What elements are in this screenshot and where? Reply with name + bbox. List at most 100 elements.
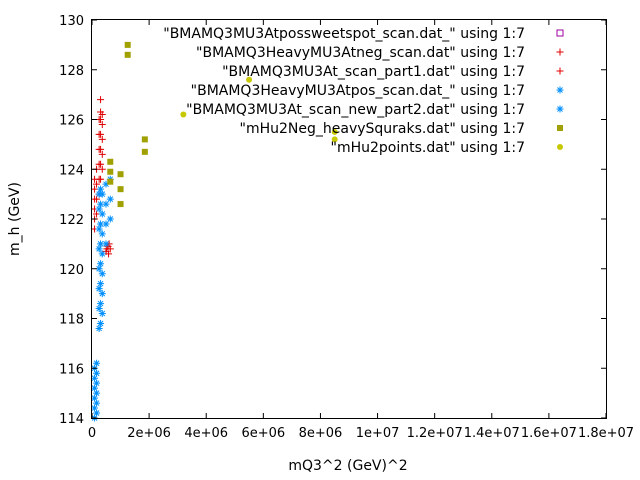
data-point-series-5 — [117, 171, 124, 178]
data-point-series-3 — [95, 225, 103, 233]
data-point-series-1 — [97, 145, 105, 153]
legend-label: "mHu2Neg_heavySquraks.dat" using 1:7 — [240, 121, 525, 137]
data-point-series-3 — [93, 379, 101, 387]
data-point-series-3 — [97, 300, 105, 308]
data-point-series-1 — [93, 195, 101, 203]
data-point-series-3 — [102, 240, 110, 248]
data-point-series-3 — [98, 230, 106, 238]
data-point-series-6 — [331, 136, 338, 143]
data-point-series-3 — [91, 394, 99, 402]
data-point-series-3 — [95, 265, 103, 273]
x-tick-label: 2e+06 — [127, 426, 171, 441]
data-point-series-5 — [124, 41, 131, 48]
data-point-series-3 — [95, 245, 103, 253]
data-point-series-3 — [98, 290, 106, 298]
data-point-series-2 — [105, 250, 113, 258]
data-point-series-2 — [106, 245, 114, 253]
data-point-series-3 — [93, 399, 101, 407]
legend-label: "BMAMQ3MU3At_scan_new_part2.dat" using 1… — [186, 102, 525, 118]
x-tick-label: 6e+06 — [241, 426, 285, 441]
data-point-series-3 — [95, 305, 103, 313]
legend-label: "BMAMQ3HeavyMU3Atpos_scan.dat_" using 1:… — [191, 83, 525, 99]
data-point-series-3 — [97, 185, 105, 193]
data-point-series-1 — [98, 120, 106, 128]
y-tick-label: 122 — [59, 213, 84, 228]
data-point-series-3 — [93, 359, 101, 367]
plot-marks — [91, 41, 338, 422]
data-point-series-3 — [98, 310, 106, 318]
legend-marker — [556, 86, 564, 94]
data-point-series-3 — [95, 324, 103, 332]
data-point-series-5 — [141, 148, 148, 155]
data-point-series-3 — [102, 220, 110, 228]
legend-marker — [556, 48, 564, 56]
data-point-series-1 — [97, 96, 105, 104]
y-tick-label: 114 — [59, 412, 84, 427]
data-point-series-1 — [98, 135, 106, 143]
data-point-series-1 — [93, 180, 101, 188]
data-point-series-3 — [97, 260, 105, 268]
data-point-series-3 — [95, 285, 103, 293]
legend-label: "mHu2points.dat" using 1:7 — [331, 140, 525, 156]
plot-frame — [91, 19, 607, 419]
data-point-series-3 — [97, 280, 105, 288]
data-point-series-3 — [102, 180, 110, 188]
y-tick-label: 124 — [59, 163, 84, 178]
data-point-series-1 — [97, 175, 105, 183]
legend-marker — [556, 29, 564, 37]
y-tick-label: 130 — [59, 14, 84, 29]
x-tick-label: 1.4e+07 — [464, 426, 520, 441]
legend: "BMAMQ3MU3Atpossweetspot_scan.dat_" usin… — [163, 26, 564, 156]
y-tick-label: 128 — [59, 64, 84, 79]
data-point-series-3 — [106, 215, 114, 223]
data-point-series-5 — [107, 158, 114, 165]
data-point-series-5 — [117, 201, 124, 208]
data-point-series-1 — [97, 160, 105, 168]
x-axis-label: mQ3^2 (GeV)^2 — [288, 458, 407, 474]
x-tick-label: 1.2e+07 — [407, 426, 463, 441]
y-tick-label: 126 — [59, 114, 84, 129]
legend-marker — [557, 125, 563, 131]
data-point-series-3 — [91, 404, 99, 412]
legend-label: "BMAMQ3MU3Atpossweetspot_scan.dat_" usin… — [163, 26, 525, 42]
data-point-series-1 — [98, 165, 106, 173]
data-point-series-3 — [97, 200, 105, 208]
data-point-series-1 — [97, 130, 105, 138]
data-point-series-1 — [98, 111, 106, 119]
x-tick-label: 0 — [88, 426, 96, 441]
data-point-series-5 — [107, 168, 114, 175]
legend-marker — [557, 144, 563, 150]
x-tick-label: 8e+06 — [299, 426, 343, 441]
data-point-series-3 — [106, 195, 114, 203]
data-point-series-5 — [117, 186, 124, 193]
legend-label: "BMAMQ3MU3At_scan_part1.dat" using 1:7 — [222, 64, 525, 80]
data-point-series-3 — [98, 210, 106, 218]
data-point-series-5 — [107, 178, 114, 185]
y-tick-label: 118 — [59, 313, 84, 328]
data-point-series-3 — [97, 240, 105, 248]
data-point-series-3 — [95, 205, 103, 213]
data-point-series-3 — [93, 369, 101, 377]
x-tick-label: 1e+07 — [356, 426, 400, 441]
legend-marker — [556, 105, 564, 113]
x-axis: 0 2e+06 4e+06 6e+06 8e+06 1e+07 1.2e+07 1.4e+07… — [88, 20, 634, 441]
data-point-series-3 — [93, 409, 101, 417]
data-point-series-6 — [246, 76, 253, 83]
data-point-series-3 — [102, 200, 110, 208]
x-tick-label: 1.8e+07 — [578, 426, 634, 441]
data-point-series-3 — [91, 384, 99, 392]
data-point-series-3 — [93, 389, 101, 397]
data-point-series-1 — [91, 185, 99, 193]
y-axis-label: m_h (GeV) — [7, 182, 23, 256]
data-point-series-3 — [91, 374, 99, 382]
data-point-series-1 — [97, 116, 105, 123]
data-point-series-6 — [331, 128, 338, 135]
data-point-series-1 — [98, 150, 106, 158]
data-point-series-3 — [97, 319, 105, 327]
data-point-series-6 — [180, 111, 187, 118]
x-tick-label: 4e+06 — [184, 426, 228, 441]
data-point-series-3 — [98, 270, 106, 278]
x-tick-label: 1.6e+07 — [521, 426, 577, 441]
y-tick-label: 120 — [59, 263, 84, 278]
